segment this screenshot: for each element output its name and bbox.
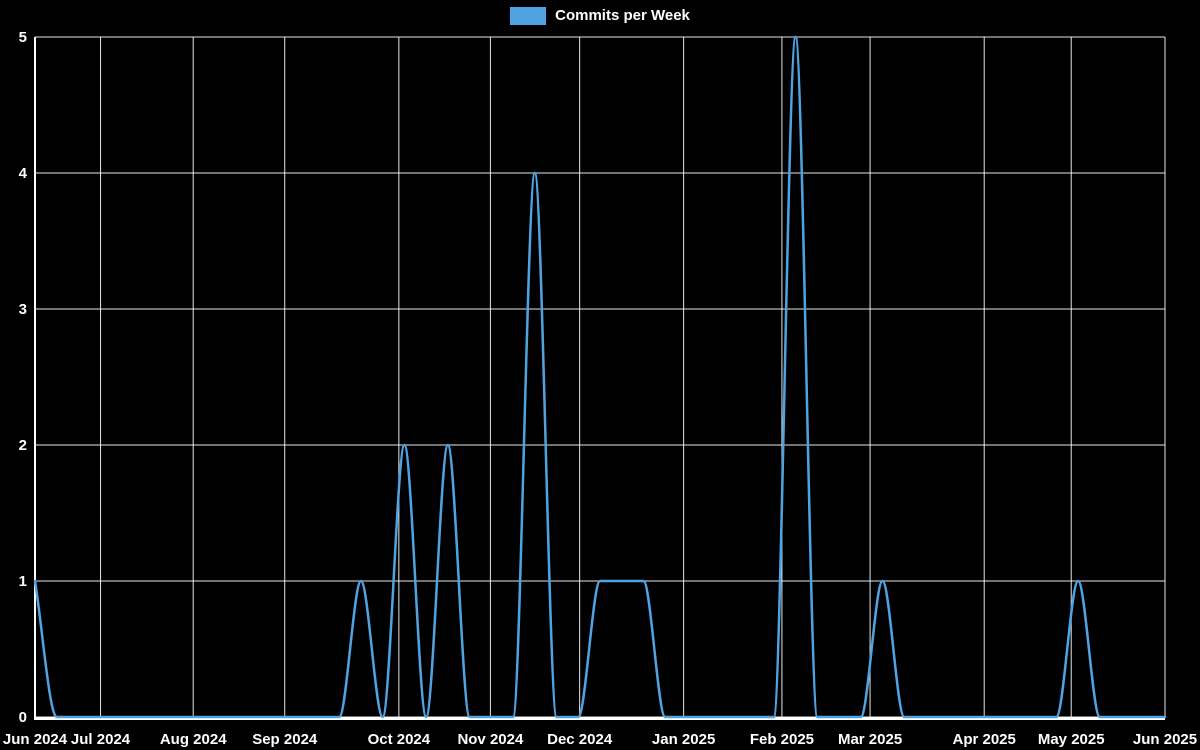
legend-label: Commits per Week	[555, 7, 690, 24]
svg-text:Jun 2024: Jun 2024	[3, 731, 68, 748]
svg-text:Jun 2025: Jun 2025	[1133, 731, 1197, 748]
svg-text:May 2025: May 2025	[1038, 731, 1105, 748]
svg-text:Dec 2024: Dec 2024	[547, 731, 613, 748]
svg-text:Sep 2024: Sep 2024	[252, 731, 318, 748]
svg-text:4: 4	[19, 165, 28, 182]
svg-text:5: 5	[19, 29, 27, 46]
svg-text:Jan 2025: Jan 2025	[652, 731, 715, 748]
svg-text:Aug 2024: Aug 2024	[160, 731, 227, 748]
svg-text:Jul 2024: Jul 2024	[71, 731, 131, 748]
svg-text:Feb 2025: Feb 2025	[750, 731, 814, 748]
legend-swatch-commits	[510, 7, 547, 25]
svg-text:Mar 2025: Mar 2025	[838, 731, 902, 748]
svg-text:Oct 2024: Oct 2024	[368, 731, 431, 748]
svg-text:Nov 2024: Nov 2024	[457, 731, 524, 748]
svg-text:Apr 2025: Apr 2025	[953, 731, 1016, 748]
svg-text:2: 2	[19, 437, 27, 454]
chart-legend[interactable]: Commits per Week	[0, 7, 1200, 25]
svg-text:1: 1	[19, 573, 27, 590]
svg-text:0: 0	[19, 709, 27, 726]
svg-text:3: 3	[19, 301, 27, 318]
